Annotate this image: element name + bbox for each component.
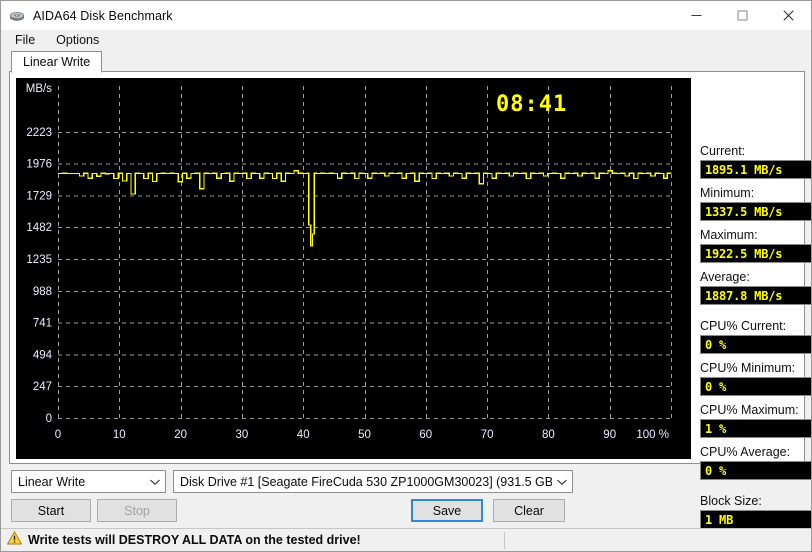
maximize-icon[interactable] — [719, 1, 765, 30]
chart-canvas: MB/s 0 247 494 741 988 1235 1482 1729 1976 2223 0 1… — [16, 78, 691, 459]
benchmark-chart[interactable]: MB/s 0 247 494 741 988 1235 1482 1729 1976 2223 0 1… — [16, 78, 691, 459]
stat-current-value: 1895.1 MB/s — [700, 160, 811, 179]
chart-background — [16, 78, 691, 459]
statistics-panel: Current: 1895.1 MB/s Minimum: 1337.5 MB/s Ma… — [700, 144, 811, 536]
stat-maximum-value: 1922.5 MB/s — [700, 244, 811, 263]
y-axis-unit-label: MB/s — [26, 83, 52, 95]
y-tick-label: 494 — [33, 349, 53, 361]
y-tick-label: 0 — [46, 413, 52, 425]
left-edge-strip — [1, 30, 4, 524]
tab-label: Linear Write — [23, 55, 91, 69]
menu-item-options[interactable]: Options — [56, 33, 100, 47]
minimize-icon[interactable] — [673, 1, 719, 30]
y-tick-label: 988 — [33, 286, 52, 298]
stat-average-label: Average: — [700, 270, 750, 284]
stat-current-label: Current: — [700, 144, 746, 158]
tab-content-panel: MB/s 0 247 494 741 988 1235 1482 1729 1976 2223 0 1… — [9, 71, 811, 529]
x-tick-label: 70 — [481, 429, 494, 441]
tab-linear-write[interactable]: Linear Write — [11, 51, 103, 73]
x-tick-label: 50 — [358, 429, 371, 441]
y-tick-label: 1235 — [26, 254, 52, 266]
stat-block-size-label: Block Size: — [700, 494, 762, 508]
stat-cpu-maximum-label: CPU% Maximum: — [700, 403, 799, 417]
stat-cpu-maximum-value: 1 % — [700, 419, 811, 438]
stat-cpu-minimum: CPU% Minimum: 0 % — [700, 361, 811, 396]
menu-item-file[interactable]: File — [15, 33, 36, 47]
chevron-down-icon[interactable] — [145, 478, 165, 486]
y-tick-label: 1482 — [26, 222, 52, 234]
y-tick-label: 2223 — [26, 127, 52, 139]
x-tick-label: 30 — [236, 429, 249, 441]
y-tick-label: 1729 — [26, 190, 52, 202]
start-button[interactable]: Start — [11, 499, 91, 522]
stat-cpu-minimum-value: 0 % — [700, 377, 811, 396]
x-tick-label: 90 — [603, 429, 616, 441]
stat-block-size-value: 1 MB — [700, 510, 811, 529]
stat-cpu-current-value: 0 % — [700, 335, 811, 354]
warning-triangle-icon — [6, 530, 23, 550]
chart-x-axis-labels: 0 10 20 30 40 50 60 70 80 90 100 % — [55, 429, 669, 441]
chart-y-axis-labels: MB/s 0 247 494 741 988 1235 1482 1729 1976 2223 — [26, 83, 53, 425]
tab-strip: Linear Write — [9, 51, 805, 73]
test-mode-value: Linear Write — [18, 474, 86, 489]
elapsed-timer: 08:41 — [496, 92, 568, 117]
save-button[interactable]: Save — [411, 499, 483, 522]
test-mode-select[interactable]: Linear Write — [11, 470, 166, 493]
x-tick-label: 60 — [419, 429, 432, 441]
window-controls — [673, 1, 811, 30]
x-tick-label: 80 — [542, 429, 555, 441]
status-bar-divider — [504, 532, 505, 549]
stat-average: Average: 1887.8 MB/s — [700, 270, 811, 305]
stat-cpu-maximum: CPU% Maximum: 1 % — [700, 403, 811, 438]
window-title: AIDA64 Disk Benchmark — [33, 8, 173, 23]
drive-value: Disk Drive #1 [Seagate FireCuda 530 ZP10… — [180, 474, 552, 489]
menu-bar: File Options — [1, 30, 811, 51]
stop-button: Stop — [97, 499, 177, 522]
y-tick-label: 247 — [33, 381, 52, 393]
y-tick-label: 741 — [33, 318, 52, 330]
stat-minimum-label: Minimum: — [700, 186, 755, 200]
x-tick-label: 20 — [174, 429, 187, 441]
disk-icon — [9, 8, 25, 24]
action-buttons-row: Start Stop Save Clear — [9, 499, 805, 524]
stat-maximum-label: Maximum: — [700, 228, 758, 242]
stat-cpu-average-value: 0 % — [700, 461, 811, 480]
stat-current: Current: 1895.1 MB/s — [700, 144, 811, 179]
stat-cpu-minimum-label: CPU% Minimum: — [700, 361, 796, 375]
clear-button[interactable]: Clear — [493, 499, 565, 522]
write-speed-trace — [58, 169, 672, 247]
stat-cpu-average-label: CPU% Average: — [700, 445, 791, 459]
stat-average-value: 1887.8 MB/s — [700, 286, 811, 305]
warning-message: Write tests will DESTROY ALL DATA on the… — [28, 533, 361, 547]
close-icon[interactable] — [765, 1, 811, 30]
stat-minimum-value: 1337.5 MB/s — [700, 202, 811, 221]
chevron-down-icon[interactable] — [552, 478, 572, 486]
title-bar[interactable]: AIDA64 Disk Benchmark — [1, 1, 811, 30]
x-tick-label: 10 — [113, 429, 126, 441]
stat-minimum: Minimum: 1337.5 MB/s — [700, 186, 811, 221]
y-tick-label: 1976 — [26, 159, 52, 171]
status-bar: Write tests will DESTROY ALL DATA on the… — [1, 528, 811, 551]
stat-cpu-current-label: CPU% Current: — [700, 319, 787, 333]
x-tick-label: 0 — [55, 429, 61, 441]
x-tick-label: 40 — [297, 429, 310, 441]
chart-gridlines — [58, 86, 672, 419]
stat-cpu-current: CPU% Current: 0 % — [700, 319, 811, 354]
stat-maximum: Maximum: 1922.5 MB/s — [700, 228, 811, 263]
selection-row: Linear Write Disk Drive #1 [Seagate Fire… — [9, 470, 805, 494]
drive-select[interactable]: Disk Drive #1 [Seagate FireCuda 530 ZP10… — [173, 470, 573, 493]
stat-cpu-average: CPU% Average: 0 % — [700, 445, 811, 480]
x-tick-label: 100 % — [636, 429, 669, 441]
stat-block-size: Block Size: 1 MB — [700, 494, 811, 529]
